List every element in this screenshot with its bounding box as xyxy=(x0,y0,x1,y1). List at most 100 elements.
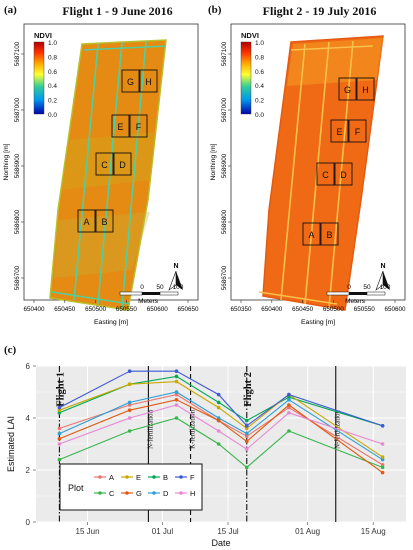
panel-b-letter: (b) xyxy=(208,4,222,16)
scale-bar-segment xyxy=(349,292,367,295)
y-tick-label: 5686700 xyxy=(14,265,21,290)
y-tick-label: 6 xyxy=(26,362,31,371)
data-point-d xyxy=(57,431,62,436)
ndvi-tick-label: 0.2 xyxy=(48,98,57,105)
x-tick-label: 650600 xyxy=(384,306,406,313)
plot-label-b: B xyxy=(326,230,332,240)
plot-label-f: F xyxy=(136,122,142,132)
headland-line-bottom xyxy=(51,291,131,305)
legend-label-e: E xyxy=(136,473,141,482)
north-label: N xyxy=(380,263,385,270)
ndvi-tick-label: 1.0 xyxy=(255,40,264,47)
ndvi-tick-label: 0.8 xyxy=(48,54,57,61)
legend-box xyxy=(59,463,203,511)
tramline-1 xyxy=(280,43,306,301)
event-label-fertilization: N-fertilization xyxy=(147,409,154,448)
data-point-h xyxy=(57,442,62,446)
plot-box-f xyxy=(129,114,148,138)
x-axis-label: Easting [m] xyxy=(301,319,335,326)
plot-label-h: H xyxy=(362,85,369,95)
ndvi-tick-label: 0.4 xyxy=(48,83,57,90)
plot-label-e: E xyxy=(336,127,342,137)
x-axis-label: Date xyxy=(211,538,230,548)
ndvi-tick-label: 0.0 xyxy=(255,112,264,119)
y-tick-label: 0 xyxy=(26,518,31,527)
ndvi-tick-label: 1.0 xyxy=(48,40,57,47)
ndvi-legend-title: NDVI xyxy=(34,31,52,40)
legend-swatch-point xyxy=(125,491,129,495)
data-point-e xyxy=(127,382,132,386)
data-point-e xyxy=(244,426,249,431)
scale-bar-segment xyxy=(366,291,386,296)
plot-label-f: F xyxy=(355,127,361,137)
data-point-h xyxy=(380,442,385,446)
scale-tick-label: 0 xyxy=(347,284,351,291)
y-tick-label: 4 xyxy=(26,414,31,423)
legend-label-b: B xyxy=(163,473,168,482)
y-tick-label: 5687100 xyxy=(14,41,21,66)
scale-unit-label: Meters xyxy=(138,298,159,305)
x-tick-label: 650400 xyxy=(23,306,45,313)
data-point-g xyxy=(287,403,291,407)
plot-box-b xyxy=(95,209,114,233)
y-tick-label: 5686800 xyxy=(14,209,21,234)
data-point-h xyxy=(174,403,179,407)
plot-label-d: D xyxy=(340,170,347,180)
plot-box-h xyxy=(356,77,375,101)
y-tick-label: 5686700 xyxy=(221,265,228,290)
plot-box-e xyxy=(111,114,130,138)
scale-tick-label: 100 xyxy=(380,284,391,291)
plot-box-b xyxy=(320,222,339,246)
north-arrow-icon xyxy=(176,271,183,290)
plot-box-e xyxy=(330,119,349,143)
ndvi-tick-label: 0.4 xyxy=(255,83,264,90)
data-point-g xyxy=(380,470,385,475)
data-point-g xyxy=(57,437,62,441)
scale-tick-label: 50 xyxy=(156,284,164,291)
data-point-b xyxy=(174,374,179,379)
y-tick-label: 2 xyxy=(26,466,31,475)
tramline-3 xyxy=(328,40,354,309)
data-point-g xyxy=(244,439,249,444)
panel-c-letter: (c) xyxy=(4,344,17,356)
data-point-b xyxy=(216,400,221,405)
scale-tick-label: 0 xyxy=(140,284,144,291)
plot-label-g: G xyxy=(344,85,351,95)
plot-box-d xyxy=(113,152,132,176)
data-point-c xyxy=(216,442,221,446)
panel-a-title: Flight 1 - 9 June 2016 xyxy=(62,4,173,18)
data-point-e xyxy=(380,455,385,459)
data-point-f xyxy=(127,369,132,373)
x-tick-label: 650650 xyxy=(177,306,199,313)
y-tick-label: 5687000 xyxy=(221,97,228,122)
ndvi-tick-label: 0.0 xyxy=(48,112,57,119)
ndvi-colorbar xyxy=(240,41,252,115)
legend-title: Plot xyxy=(68,483,84,493)
scale-bar-segment xyxy=(142,292,160,295)
data-point-a xyxy=(380,463,385,467)
data-point-h xyxy=(216,429,221,433)
ndvi-tick-label: 0.6 xyxy=(255,69,264,76)
plot-label-c: C xyxy=(101,160,108,170)
lai-line-chart: 0 2 4 6 15 Jun 01 Jul 15 Jul 01 Aug 15 Aug Date Es… xyxy=(6,362,406,548)
scale-bar-segment xyxy=(119,291,143,296)
panel-a-letter: (a) xyxy=(4,4,17,16)
scale-bar-segment xyxy=(326,291,350,296)
plot-label-g: G xyxy=(127,77,134,87)
y-tick-label: 5686800 xyxy=(221,209,228,234)
data-point-b xyxy=(287,395,291,399)
data-point-e xyxy=(216,405,221,410)
y-axis-label: Estimated LAI xyxy=(6,416,16,472)
plot-box-c xyxy=(316,162,335,186)
data-point-g xyxy=(216,418,221,423)
x-tick-label: 15 Jul xyxy=(217,527,239,536)
plot-label-a: A xyxy=(308,230,314,240)
field-area xyxy=(262,35,384,311)
data-point-f xyxy=(174,369,179,373)
plot-box-a xyxy=(302,222,321,246)
legend-label-a: A xyxy=(109,473,114,482)
plot-label-e: E xyxy=(117,122,123,132)
legend-label-g: G xyxy=(136,489,142,498)
